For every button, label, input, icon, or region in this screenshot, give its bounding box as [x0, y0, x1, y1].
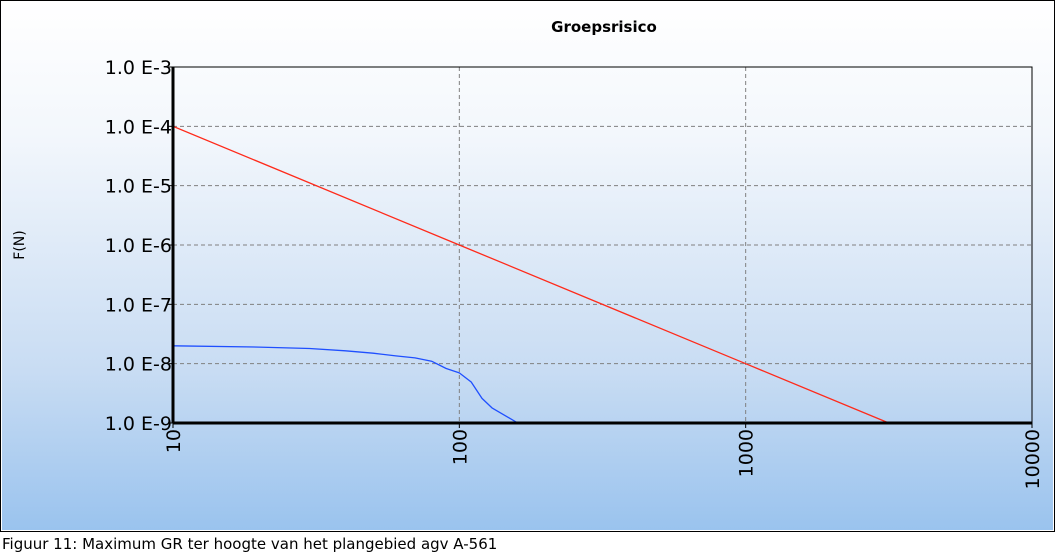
y-tick-label: 1.0 E-6 [105, 235, 172, 257]
chart-panel: Groepsrisico F(N) 1.0 E-9 1.0 E-8 1.0 E-7 1… [2, 2, 1053, 530]
grid [168, 66, 1033, 428]
x-tick-label: 100 [449, 429, 471, 465]
y-axis-label: F(N) [12, 230, 28, 259]
y-tick-label: 1.0 E-7 [105, 294, 172, 316]
chart-frame: Groepsrisico F(N) 1.0 E-9 1.0 E-8 1.0 E-7 1… [0, 0, 1055, 532]
y-tick-label: 1.0 E-3 [105, 57, 172, 79]
chart: Groepsrisico F(N) 1.0 E-91.0 E-81.0 E-71… [12, 18, 1044, 489]
tick-labels: 1.0 E-9 1.0 E-8 1.0 E-7 1.0 E-6 1.0 E-5 1.0 E… [105, 57, 1044, 489]
series [172, 125, 890, 424]
y-tick-label: 1.0 E-8 [105, 354, 172, 376]
x-tick-label: 10000 [1022, 429, 1044, 489]
y-tick-label: 1.0 E-4 [105, 116, 172, 138]
series-line-curve [172, 345, 519, 424]
figure-caption: Figuur 11: Maximum GR ter hoogte van het… [2, 535, 498, 553]
x-tick-label: 1000 [736, 429, 758, 477]
series-line-norm [172, 125, 890, 424]
y-tick-label: 1.0 E-5 [105, 176, 172, 198]
x-tick-label: 10 [163, 429, 185, 453]
y-tick-label: 1.0 E-9 [105, 413, 172, 435]
chart-title: Groepsrisico [551, 18, 657, 36]
